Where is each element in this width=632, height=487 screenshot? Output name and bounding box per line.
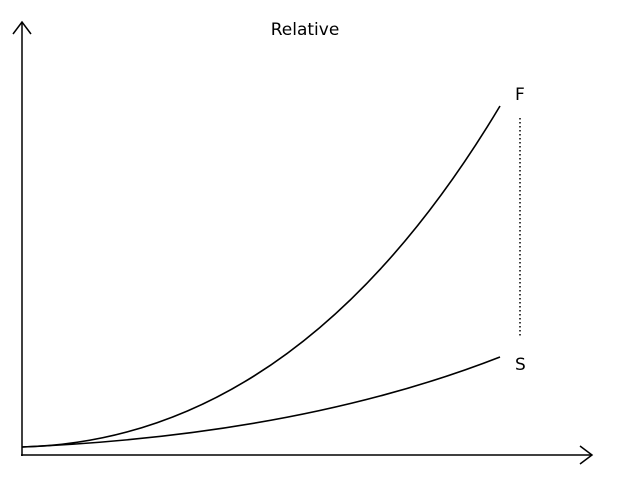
x-axis-arrow: [579, 445, 594, 465]
y-axis-arrow: [12, 20, 32, 35]
curve-f: [21, 105, 501, 448]
curve-label: S: [515, 355, 526, 375]
title: Relative: [271, 20, 340, 40]
curve-label: F: [515, 85, 525, 105]
curve-s: [21, 356, 501, 448]
